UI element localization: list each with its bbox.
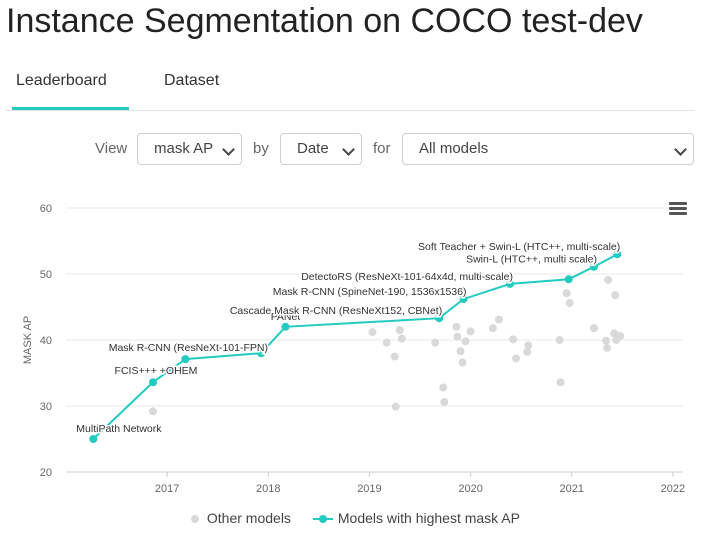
other-model-point[interactable] <box>555 336 564 344</box>
by-select[interactable]: Date <box>280 133 362 165</box>
other-model-point[interactable] <box>603 343 612 352</box>
data-label: Cascade Mask R-CNN (ResNeXt152, CBNet) <box>230 305 442 317</box>
data-label: Soft Teacher + Swin-L (HTC++, multi-scal… <box>418 241 620 253</box>
other-model-point[interactable] <box>562 289 571 298</box>
y-tick-label: 40 <box>40 335 52 347</box>
best-model-point[interactable] <box>89 435 98 443</box>
tab-dataset[interactable]: Dataset <box>164 72 220 89</box>
best-model-point[interactable] <box>181 355 190 364</box>
active-tab-indicator <box>12 107 129 110</box>
x-tick-label: 2017 <box>155 483 179 495</box>
other-model-point[interactable] <box>382 338 391 347</box>
for-label: for <box>373 140 391 157</box>
other-model-point[interactable] <box>556 378 565 387</box>
x-tick-label: 2020 <box>458 483 482 495</box>
y-tick-label: 60 <box>40 203 52 215</box>
other-model-point[interactable] <box>589 324 598 333</box>
data-label: MultiPath Network <box>76 423 162 435</box>
view-select-value: mask AP <box>154 140 214 157</box>
best-model-point[interactable] <box>613 250 622 259</box>
other-model-point[interactable] <box>565 299 574 308</box>
other-model-point[interactable] <box>148 407 157 416</box>
other-model-point[interactable] <box>524 341 533 350</box>
best-model-point[interactable] <box>257 349 266 358</box>
best-model-point[interactable] <box>435 314 444 323</box>
tab-bar: Leaderboard Dataset <box>6 62 695 111</box>
best-model-point[interactable] <box>506 279 515 288</box>
x-tick-label: 2022 <box>661 483 685 495</box>
data-label: Mask R-CNN (ResNeXt-101-FPN) <box>109 342 268 354</box>
chevron-down-icon <box>222 143 235 156</box>
other-model-point[interactable] <box>453 332 462 341</box>
other-model-point[interactable] <box>440 398 449 407</box>
data-label: DetectoRS (ResNeXt-101-64x4d, multi-scal… <box>301 271 513 283</box>
other-model-point[interactable] <box>456 347 465 356</box>
y-tick-label: 30 <box>40 401 52 413</box>
data-label: PANet <box>271 311 301 323</box>
best-model-point[interactable] <box>564 275 573 284</box>
other-model-point[interactable] <box>604 275 613 284</box>
other-model-point[interactable] <box>391 402 400 411</box>
data-label: FCIS+++ +OHEM <box>115 365 198 377</box>
y-axis-label: MASK AP <box>22 316 34 364</box>
page-title: Instance Segmentation on COCO test-dev <box>6 2 643 40</box>
legend-best-label: Models with highest mask AP <box>337 510 520 526</box>
other-model-point[interactable] <box>610 329 619 338</box>
other-model-point[interactable] <box>395 326 404 335</box>
other-model-point[interactable] <box>461 337 470 346</box>
for-select-value: All models <box>419 140 489 157</box>
x-tick-label: 2019 <box>357 483 381 495</box>
chart-legend: Other models Models with highest mask AP <box>0 510 709 530</box>
other-model-point[interactable] <box>452 322 461 331</box>
other-model-point[interactable] <box>616 332 625 341</box>
x-tick-label: 2018 <box>256 483 280 495</box>
legend-other-marker <box>191 515 199 524</box>
other-model-point[interactable] <box>466 327 475 336</box>
other-model-point[interactable] <box>523 347 532 356</box>
other-model-point[interactable] <box>488 324 497 333</box>
legend-best-marker <box>313 515 333 524</box>
other-model-point[interactable] <box>397 334 406 343</box>
by-select-value: Date <box>297 140 329 157</box>
best-model-point[interactable] <box>459 295 468 304</box>
legend-best-models[interactable]: Models with highest mask AP <box>312 510 520 526</box>
tab-leaderboard[interactable]: Leaderboard <box>16 72 107 89</box>
other-model-point[interactable] <box>458 358 467 367</box>
chevron-down-icon <box>674 143 687 156</box>
by-label: by <box>253 140 269 157</box>
y-tick-label: 20 <box>40 467 52 479</box>
other-model-point[interactable] <box>512 354 521 363</box>
other-model-point[interactable] <box>439 383 448 392</box>
other-model-point[interactable] <box>509 335 518 344</box>
view-select[interactable]: mask AP <box>137 133 242 165</box>
chart-menu-icon[interactable] <box>669 202 687 216</box>
chevron-down-icon <box>342 143 355 156</box>
data-label: Swin-L (HTC++, multi scale) <box>466 254 597 266</box>
other-model-point[interactable] <box>494 315 503 324</box>
chart-controls: View mask AP by Date for All models <box>0 133 709 167</box>
other-model-point[interactable] <box>368 328 377 337</box>
other-model-point[interactable] <box>431 338 440 347</box>
legend-other-models[interactable]: Other models <box>187 510 291 526</box>
y-tick-label: 50 <box>40 269 52 281</box>
best-model-point[interactable] <box>281 322 290 331</box>
view-label: View <box>95 140 128 157</box>
data-label: Mask R-CNN (SpineNet-190, 1536x1536) <box>273 286 467 298</box>
other-model-point[interactable] <box>602 336 611 345</box>
for-select[interactable]: All models <box>402 133 694 165</box>
other-model-point[interactable] <box>611 291 620 300</box>
x-tick-label: 2021 <box>559 483 583 495</box>
best-model-point[interactable] <box>589 262 598 271</box>
legend-other-label: Other models <box>206 510 291 526</box>
best-model-point[interactable] <box>148 378 157 387</box>
mask-ap-chart: 20 30 40 50 60 2017 2018 2019 2020 2021 2022 MASK A… <box>22 203 685 495</box>
other-model-point[interactable] <box>390 352 399 361</box>
